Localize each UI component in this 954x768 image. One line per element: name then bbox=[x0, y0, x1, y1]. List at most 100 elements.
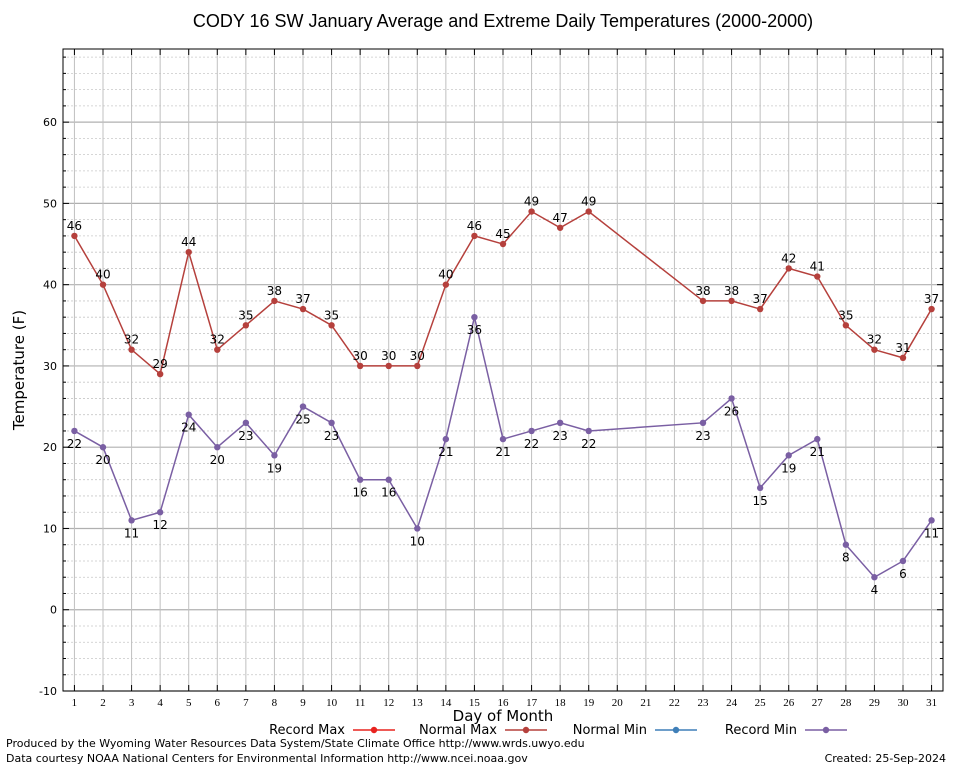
data-label: 10 bbox=[410, 534, 425, 548]
x-tick-label: 7 bbox=[243, 697, 249, 709]
data-label: 22 bbox=[581, 437, 596, 451]
x-tick-label: 8 bbox=[272, 697, 278, 709]
data-point bbox=[414, 362, 421, 370]
data-label: 32 bbox=[210, 333, 225, 347]
data-point bbox=[785, 452, 792, 459]
data-point bbox=[156, 509, 164, 516]
data-point bbox=[928, 305, 935, 313]
data-point bbox=[699, 297, 707, 305]
data-point bbox=[756, 484, 764, 492]
data-point bbox=[356, 476, 364, 483]
y-axis-label: Temperature (F) bbox=[10, 310, 28, 431]
data-point bbox=[756, 305, 764, 313]
legend-label: Record Max bbox=[269, 723, 345, 738]
data-point bbox=[99, 281, 107, 288]
data-label: 40 bbox=[438, 268, 453, 282]
x-tick-label: 17 bbox=[526, 697, 538, 709]
data-label: 4 bbox=[871, 583, 879, 597]
data-point bbox=[499, 240, 507, 248]
x-tick-label: 12 bbox=[383, 697, 394, 709]
data-label: 8 bbox=[842, 551, 850, 565]
x-tick-label: 15 bbox=[469, 697, 481, 709]
data-point bbox=[585, 208, 592, 215]
data-label: 16 bbox=[381, 486, 396, 500]
data-point bbox=[842, 541, 850, 548]
x-tick-label: 11 bbox=[355, 697, 366, 709]
legend-marker bbox=[822, 726, 830, 734]
series-line-normal-max bbox=[73, 210, 933, 376]
data-label: 12 bbox=[153, 518, 168, 532]
x-tick-label: 29 bbox=[869, 697, 881, 709]
y-tick-label: 40 bbox=[43, 279, 57, 292]
x-tick-label: 28 bbox=[840, 697, 852, 709]
data-label: 38 bbox=[695, 284, 710, 298]
data-point bbox=[871, 346, 878, 353]
data-label: 6 bbox=[899, 567, 907, 581]
data-point bbox=[128, 517, 135, 524]
data-point bbox=[214, 346, 221, 353]
y-tick-label: 10 bbox=[43, 522, 57, 535]
data-label: 21 bbox=[810, 445, 825, 459]
data-label: 20 bbox=[95, 453, 110, 467]
x-tick-label: 23 bbox=[698, 697, 710, 709]
footer-created: Created: 25-Sep-2024 bbox=[824, 752, 946, 765]
legend-label: Normal Max bbox=[419, 723, 497, 738]
y-tick-label: 30 bbox=[43, 360, 57, 373]
data-label: 31 bbox=[895, 341, 910, 355]
x-tick-label: 5 bbox=[186, 697, 192, 709]
y-tick-label: 0 bbox=[50, 604, 57, 617]
legend: Record Max Normal Max Normal Min Record Min bbox=[269, 723, 847, 738]
data-point bbox=[242, 419, 250, 427]
data-label: 35 bbox=[838, 308, 853, 322]
data-point bbox=[585, 427, 592, 435]
x-tick-label: 6 bbox=[215, 697, 221, 709]
x-tick-label: 18 bbox=[555, 697, 567, 709]
data-point bbox=[185, 411, 192, 418]
data-point bbox=[814, 273, 821, 280]
data-label: 15 bbox=[753, 494, 768, 508]
data-point bbox=[699, 419, 707, 427]
data-point bbox=[271, 452, 278, 459]
data-point bbox=[414, 525, 421, 532]
x-tick-label: 20 bbox=[612, 697, 624, 709]
x-tick-label: 3 bbox=[129, 697, 135, 709]
data-label: 22 bbox=[67, 437, 82, 451]
footer-produced-by: Produced by the Wyoming Water Resources … bbox=[6, 737, 585, 750]
x-tick-label: 30 bbox=[898, 697, 910, 709]
data-label: 44 bbox=[181, 235, 196, 249]
y-tick-label: 50 bbox=[43, 197, 57, 210]
y-tick-label: 60 bbox=[43, 116, 57, 129]
data-point bbox=[728, 297, 735, 305]
x-tick-label: 9 bbox=[300, 697, 306, 709]
x-axis-label: Day of Month bbox=[453, 707, 554, 725]
chart-title: CODY 16 SW January Average and Extreme D… bbox=[193, 11, 813, 31]
x-tick-label: 19 bbox=[583, 697, 595, 709]
data-label: 32 bbox=[867, 333, 882, 347]
data-label: 21 bbox=[495, 445, 510, 459]
data-point bbox=[385, 362, 392, 370]
data-label: 19 bbox=[781, 461, 796, 475]
data-label: 19 bbox=[267, 461, 282, 475]
data-label: 38 bbox=[724, 284, 739, 298]
data-label: 11 bbox=[124, 526, 139, 540]
data-label: 36 bbox=[467, 323, 482, 337]
data-label: 11 bbox=[924, 526, 939, 540]
data-label: 25 bbox=[295, 413, 310, 427]
data-label: 40 bbox=[95, 268, 110, 282]
data-label: 37 bbox=[295, 292, 310, 306]
data-point bbox=[242, 322, 250, 329]
data-point bbox=[556, 224, 564, 231]
data-point bbox=[528, 208, 535, 215]
legend-label: Record Min bbox=[725, 723, 797, 738]
data-point bbox=[71, 232, 78, 240]
data-point bbox=[299, 403, 307, 410]
data-point bbox=[928, 517, 935, 524]
data-label: 23 bbox=[695, 429, 710, 443]
data-label: 23 bbox=[553, 429, 568, 443]
data-point bbox=[328, 322, 335, 329]
data-point bbox=[156, 370, 164, 378]
data-label: 47 bbox=[553, 211, 568, 225]
data-label: 38 bbox=[267, 284, 282, 298]
